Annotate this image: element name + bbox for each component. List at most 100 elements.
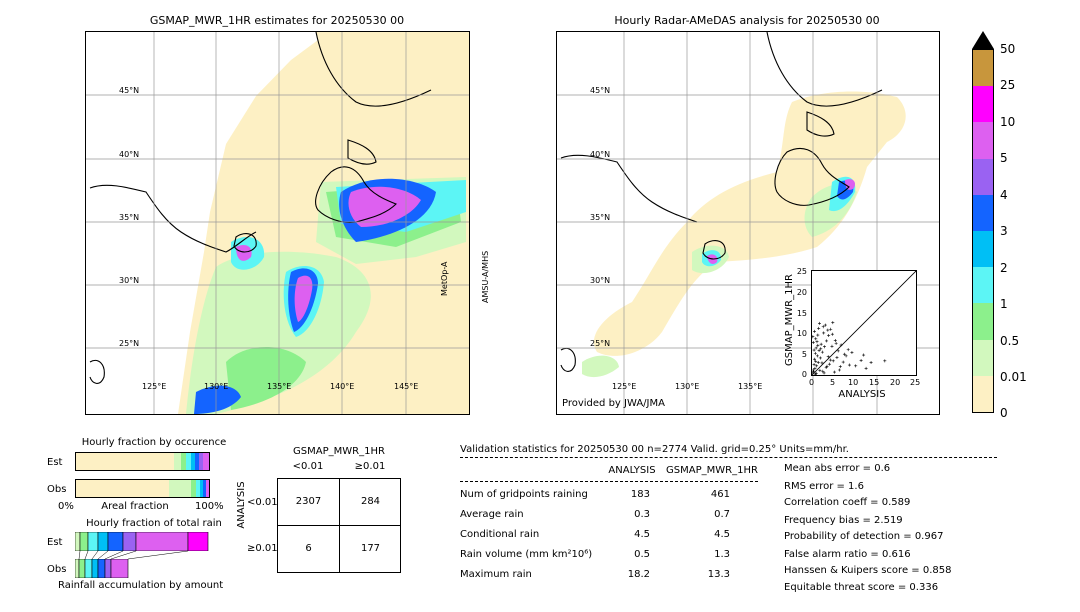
- score-frequency-bias: Frequency bias = 2.519: [784, 515, 903, 526]
- contingency-row-title: ANALYSIS: [236, 481, 247, 529]
- scatter-point: [832, 370, 836, 374]
- colorbar-segment: [973, 158, 993, 195]
- scatter-point: [830, 332, 834, 336]
- left-coast-hokkaido: [347, 139, 377, 165]
- validation-row-analysis-5: 18.2: [627, 569, 650, 580]
- colorbar-segment: [973, 375, 993, 412]
- colorbar-segment: [973, 194, 993, 231]
- colorbar-label-0-5: 0.5: [1000, 334, 1020, 348]
- occurrence-axis-left: 0%: [58, 501, 74, 512]
- left-rain-magenta-central: [294, 275, 313, 322]
- left-lon-label-135: 135°E: [267, 382, 292, 391]
- colorbar-segment: [973, 339, 993, 376]
- total-rain-obs-seg-7: [110, 559, 129, 578]
- scatter-point: [817, 321, 821, 325]
- scatter-point: [864, 366, 868, 370]
- total-rain-est-seg-8: [187, 532, 209, 551]
- colorbar-segment: [973, 231, 993, 268]
- scatter-point: [820, 361, 824, 365]
- colorbar-label-3: 3: [1000, 224, 1008, 238]
- right-lon-label-135: 135°E: [738, 382, 763, 391]
- colorbar-label-1: 1: [1000, 297, 1008, 311]
- left-lat-label-30: 30°N: [119, 276, 140, 285]
- scatter-point: [826, 328, 830, 332]
- scatter-point: [822, 331, 826, 335]
- validation-row-gsmap-3: 4.5: [714, 529, 730, 540]
- contingency-col1: <0.01: [292, 461, 324, 472]
- scatter-point: [826, 355, 830, 359]
- scatter-plot: [811, 270, 917, 376]
- scatter-point: [812, 341, 815, 345]
- scatter-point: [815, 340, 819, 344]
- scatter-xtick-25: 25: [910, 378, 921, 387]
- colorbar-label-5: 5: [1000, 151, 1008, 165]
- right-rain-magenta-honshu: [845, 179, 855, 190]
- left-rain-blue-south: [194, 385, 241, 414]
- occurrence-obs-bar: [75, 479, 210, 498]
- scatter-xlabel: ANALYSIS: [838, 389, 886, 400]
- scatter-point: [869, 361, 873, 365]
- scatter-point: [835, 356, 839, 360]
- left-rain-magenta-honshu: [348, 186, 421, 227]
- occurrence-est-seg-6: [199, 453, 203, 470]
- contingency-cell-21: 6: [305, 543, 312, 554]
- scatter-point: [814, 337, 818, 341]
- scatter-point: [821, 325, 825, 329]
- score-hk: Hanssen & Kuipers score = 0.858: [784, 565, 952, 576]
- right-lat-label-45: 45°N: [590, 86, 611, 95]
- total-rain-footer: Rainfall accumulation by amount: [58, 580, 224, 591]
- right-lat-label-25: 25°N: [590, 339, 611, 348]
- left-side-label-1: MetOp-A: [440, 261, 449, 296]
- scatter-point: [846, 348, 850, 352]
- right-map-graphic: [557, 32, 939, 414]
- validation-row-label-2: Average rain: [460, 509, 524, 520]
- scatter-point: [812, 363, 816, 367]
- colorbar-segment: [973, 267, 993, 304]
- left-coast-russia: [315, 32, 432, 107]
- left-map-title: GSMAP_MWR_1HR estimates for 20250530 00: [149, 14, 405, 27]
- scatter-ytick-10: 10: [796, 329, 807, 338]
- scatter-ylabel: GSMAP_MWR_1HR: [784, 274, 795, 366]
- contingency-row1: <0.01: [247, 497, 278, 508]
- right-lon-label-130: 130°E: [675, 382, 700, 391]
- right-coast-honshu: [774, 147, 850, 206]
- validation-row-gsmap-5: 13.3: [707, 569, 730, 580]
- scatter-ytick-20: 20: [796, 288, 807, 297]
- scatter-point: [829, 327, 833, 331]
- scatter-xtick-15: 15: [869, 378, 880, 387]
- scatter-point: [854, 364, 858, 368]
- left-rain-magenta-kyushu: [236, 245, 252, 261]
- validation-row-label-5: Maximum rain: [460, 569, 532, 580]
- validation-row-gsmap-4: 1.3: [714, 549, 730, 560]
- scatter-point: [813, 351, 817, 355]
- colorbar-extension: [972, 31, 994, 49]
- scatter-point: [816, 333, 820, 337]
- scatter-point: [834, 341, 838, 345]
- scatter-point: [820, 350, 824, 354]
- scatter-point: [836, 349, 840, 353]
- scatter-point: [822, 345, 826, 349]
- scatter-point: [833, 338, 837, 342]
- scatter-ytick-0: 0: [801, 370, 807, 379]
- scatter-xtick-0: 0: [809, 378, 815, 387]
- left-lat-label-45: 45°N: [119, 86, 140, 95]
- validation-row-gsmap-1: 461: [710, 489, 730, 500]
- validation-row-analysis-4: 0.5: [634, 549, 650, 560]
- contingency-table: 2307 284 6 177: [277, 478, 401, 573]
- left-lat-label-25: 25°N: [119, 339, 140, 348]
- occurrence-obs-label: Obs: [47, 484, 67, 495]
- validation-row-label-3: Conditional rain: [460, 529, 540, 540]
- occurrence-axis-mid: Areal fraction: [101, 501, 169, 512]
- left-map-graphic: [86, 32, 469, 414]
- scatter-point: [817, 326, 821, 330]
- scatter-point: [815, 364, 819, 368]
- scatter-point: [862, 353, 866, 357]
- colorbar-label-50: 50: [1000, 42, 1016, 56]
- left-coast-honshu: [315, 166, 397, 223]
- scatter-point: [842, 352, 846, 356]
- right-coast-russia: [766, 32, 883, 107]
- score-correlation: Correlation coeff = 0.589: [784, 497, 911, 508]
- right-coast-kyushu: [702, 240, 726, 260]
- colorbar-label-0-01: 0.01: [1000, 370, 1027, 384]
- colorbar-label-0: 0: [1000, 406, 1008, 420]
